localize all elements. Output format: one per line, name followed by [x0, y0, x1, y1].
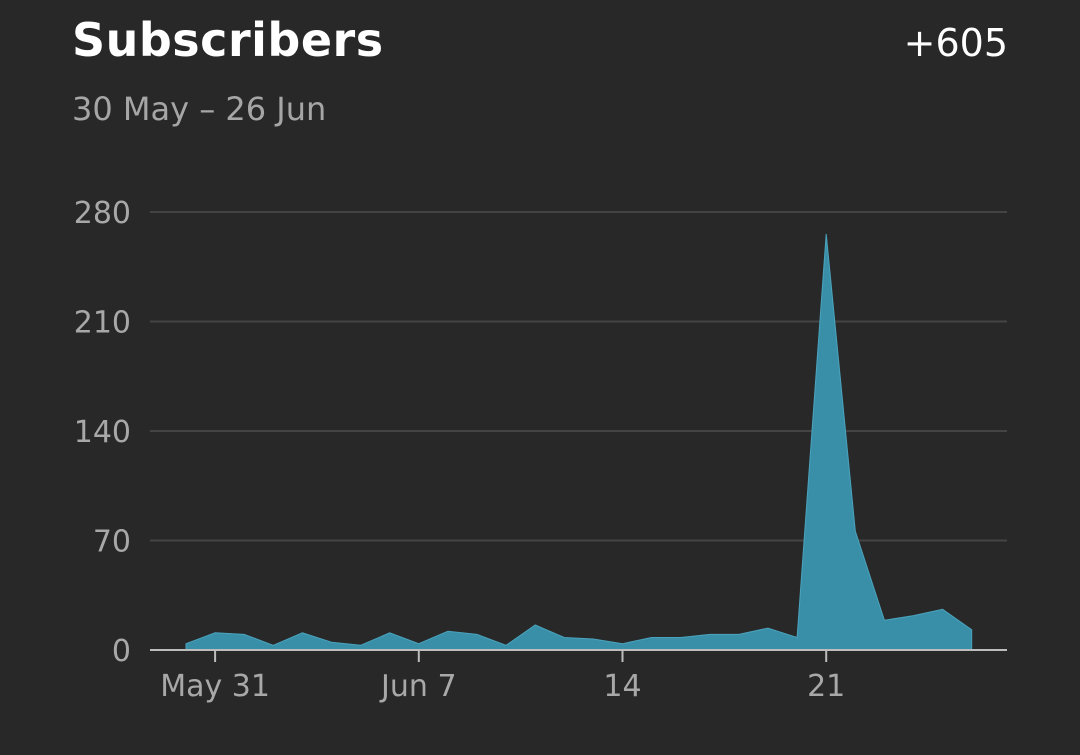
y-tick-label-0: 0	[112, 634, 131, 669]
card-title: Subscribers	[72, 13, 384, 67]
y-tick-label-280: 280	[74, 196, 131, 231]
x-tick-label-8: Jun 7	[379, 669, 457, 704]
subscriber-total: +605	[903, 21, 1008, 65]
y-tick-label-210: 210	[74, 306, 131, 341]
x-tick-label-1: May 31	[160, 669, 270, 704]
date-range: 30 May – 26 Jun	[72, 90, 327, 128]
x-axis: May 31 Jun 7 14 21	[150, 649, 1007, 704]
subscribers-area	[185, 233, 973, 651]
x-tick-label-15: 14	[603, 669, 641, 704]
y-tick-label-70: 70	[93, 525, 131, 560]
gridlines	[150, 211, 1007, 542]
x-tick-label-22: 21	[807, 669, 845, 704]
y-tick-label-140: 140	[74, 415, 131, 450]
y-axis-labels: 0 70 140 210 280	[74, 196, 131, 669]
area-layer	[185, 233, 973, 651]
